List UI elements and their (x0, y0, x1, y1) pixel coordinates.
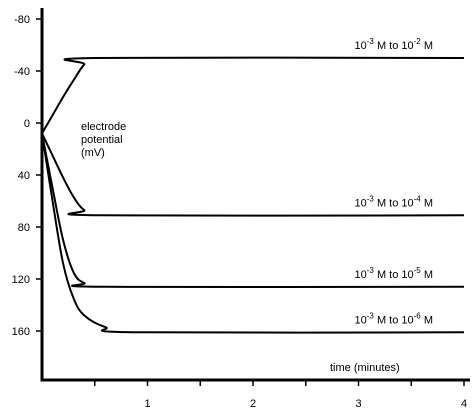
series-line-2 (41, 132, 465, 217)
series-lines (41, 56, 465, 334)
y-tick-label: 120 (12, 274, 30, 286)
series-line-3 (41, 133, 465, 289)
x-tick-label: 3 (355, 398, 361, 410)
y-tick-label: 40 (18, 170, 30, 182)
x-tick-label: 1 (144, 398, 150, 410)
series-label-4: 10-3 M to 10-6 M (355, 311, 433, 326)
x-tick-label: 4 (461, 398, 467, 410)
y-tick-label: 0 (24, 118, 30, 130)
y-tick-label: 160 (12, 326, 30, 338)
x-tick-label: 2 (250, 398, 256, 410)
series-label-1: 10-3 M to 10-2 M (355, 37, 433, 52)
series-line-1 (41, 56, 465, 134)
series-line-4 (41, 133, 465, 334)
y-tick-label: -40 (14, 66, 30, 78)
axes: -80 -40 0 40 80 120 160 1 2 3 4 (12, 8, 470, 410)
labels: time (minutes) electrode potential (mV) 10… (81, 37, 433, 374)
x-axis-label: time (minutes) (330, 362, 400, 374)
y-tick-label: 80 (18, 222, 30, 234)
y-tick-label: -80 (14, 14, 30, 26)
series-label-2: 10-3 M to 10-4 M (355, 194, 433, 209)
y-axis-label: electrode potential (mV) (81, 121, 126, 159)
series-label-3: 10-3 M to 10-5 M (355, 266, 433, 281)
